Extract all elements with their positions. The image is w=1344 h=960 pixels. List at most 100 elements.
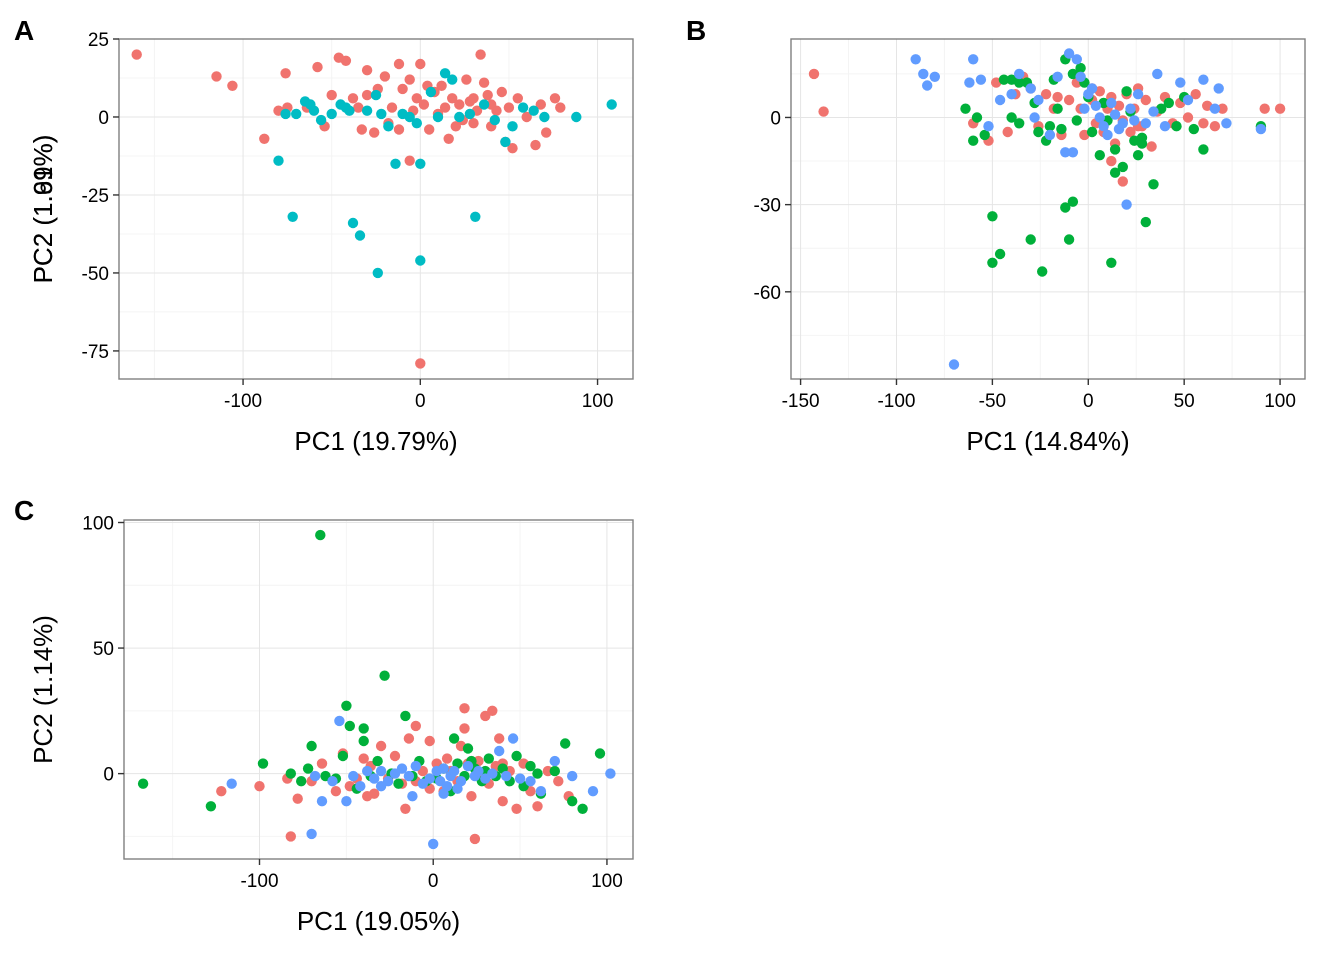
data-point: [1132, 150, 1144, 161]
data-point: [1109, 167, 1121, 178]
data-point: [459, 703, 470, 714]
data-point: [1067, 147, 1079, 158]
data-point: [1102, 129, 1113, 141]
data-point: [280, 108, 291, 120]
data-point: [994, 248, 1006, 260]
data-point: [369, 127, 380, 138]
data-point: [348, 770, 359, 782]
data-point: [1071, 54, 1083, 65]
x-axis-title: PC1 (19.05%): [297, 906, 460, 936]
data-point: [259, 133, 270, 144]
y-tick-label: -50: [82, 264, 109, 285]
data-point: [1221, 118, 1232, 129]
data-point: [396, 763, 408, 774]
data-point: [1025, 234, 1036, 245]
data-point: [400, 803, 411, 814]
data-point: [507, 143, 518, 154]
data-point: [1067, 196, 1079, 207]
data-point: [1014, 77, 1025, 88]
y-tick-label: -25: [82, 186, 109, 207]
x-tick-label: 0: [428, 871, 439, 892]
data-point: [482, 89, 493, 101]
data-point: [987, 257, 998, 268]
x-tick-label: -100: [224, 391, 262, 412]
data-point: [438, 788, 449, 799]
data-point: [1063, 234, 1075, 245]
x-tick-label: 100: [582, 391, 614, 412]
data-point: [438, 763, 449, 774]
data-point: [415, 58, 426, 70]
data-point: [369, 773, 380, 784]
data-point: [316, 758, 328, 769]
y-tick-label: 0: [103, 765, 114, 786]
data-point: [308, 105, 320, 116]
data-point: [418, 99, 430, 110]
data-point: [361, 105, 373, 116]
data-point: [1086, 83, 1098, 94]
panel-a: -100 0 100 25 0 -25 -50 -75 PC1 (19.79%) PC2 (1.6…: [14, 15, 634, 456]
data-point: [296, 776, 307, 787]
data-point: [205, 801, 217, 812]
data-point: [968, 54, 979, 65]
data-point: [257, 758, 269, 769]
data-point: [994, 94, 1006, 106]
data-point: [347, 93, 359, 104]
data-point: [1274, 103, 1286, 114]
data-point: [341, 700, 352, 711]
data-point: [1140, 216, 1152, 228]
data-point: [1129, 115, 1140, 126]
data-point: [503, 102, 515, 113]
data-point: [439, 68, 451, 79]
data-point: [1148, 179, 1159, 190]
data-point: [462, 743, 474, 754]
data-point: [470, 211, 481, 222]
series-3: [226, 715, 616, 850]
data-point: [1121, 199, 1132, 210]
data-point: [514, 773, 526, 784]
data-point: [1033, 94, 1044, 106]
data-point: [468, 118, 479, 129]
data-point: [361, 65, 373, 76]
panel-border: [123, 519, 634, 860]
data-point: [358, 723, 369, 734]
data-point: [525, 776, 536, 787]
data-point: [1060, 202, 1071, 213]
data-point: [454, 111, 465, 123]
data-point: [137, 778, 149, 789]
data-point: [376, 108, 387, 120]
x-tick-label: -100: [240, 871, 278, 892]
data-point: [424, 773, 435, 784]
data-point: [386, 102, 398, 113]
data-point: [1052, 71, 1063, 83]
y-tick-label: -30: [754, 196, 781, 217]
data-point: [216, 786, 227, 797]
data-point: [211, 71, 222, 82]
data-point: [567, 770, 578, 782]
x-tick-label: -150: [782, 391, 820, 412]
data-point: [410, 760, 421, 772]
data-point: [1163, 97, 1175, 109]
data-point: [316, 796, 328, 807]
data-point: [594, 748, 606, 759]
data-point: [410, 720, 421, 732]
data-point: [1159, 121, 1171, 132]
data-point: [1006, 112, 1017, 123]
data-point: [530, 139, 541, 151]
data-point: [494, 745, 505, 757]
data-point: [528, 105, 539, 116]
data-point: [968, 135, 979, 146]
data-point: [344, 720, 355, 732]
x-tick-label: 0: [415, 391, 426, 412]
data-point: [1198, 118, 1209, 129]
data-point: [254, 781, 265, 792]
data-point: [315, 529, 326, 541]
data-point: [496, 86, 507, 98]
data-point: [818, 106, 829, 117]
data-point: [362, 765, 373, 777]
data-point: [500, 136, 511, 148]
data-point: [507, 733, 519, 744]
x-tick-label: 100: [1264, 391, 1296, 412]
data-point: [549, 765, 560, 777]
data-point: [358, 753, 369, 764]
data-point: [1109, 109, 1121, 120]
